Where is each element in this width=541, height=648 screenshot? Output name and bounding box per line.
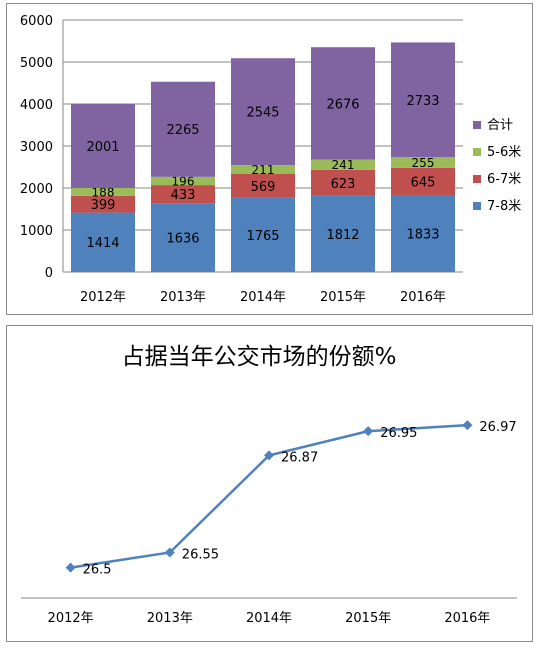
y-tick-label: 2000: [20, 182, 53, 197]
legend-label: 6-7米: [487, 172, 521, 187]
series-line: [70, 423, 468, 569]
data-label: 1765: [246, 229, 279, 244]
y-tick-label: 3000: [20, 140, 53, 155]
data-label: 2676: [326, 97, 359, 112]
data-label: 569: [251, 180, 276, 195]
bar-segment: [71, 103, 135, 188]
bar-segment: [311, 47, 375, 160]
data-label: 2265: [166, 123, 199, 138]
data-label: 2001: [86, 140, 119, 155]
bar-segment: [391, 42, 455, 158]
bar-segment: [231, 165, 295, 174]
legend-label: 7-8米: [487, 199, 521, 214]
data-label: 1414: [86, 236, 119, 251]
bar-segment: [151, 81, 215, 177]
data-label: 645: [411, 175, 436, 190]
x-tick-label: 2014年: [246, 611, 292, 626]
data-label: 399: [91, 198, 116, 213]
data-point: [164, 547, 175, 558]
x-tick-label: 2015年: [345, 611, 391, 626]
bar-segment: [391, 157, 455, 168]
y-tick-label: 4000: [20, 98, 53, 113]
data-point: [264, 450, 274, 461]
data-point: [462, 420, 473, 431]
legend-label: 合计: [487, 118, 513, 133]
data-point: [363, 426, 374, 437]
data-label: 2545: [246, 106, 279, 121]
y-tick-label: 0: [45, 266, 53, 281]
data-label: 26.97: [479, 420, 516, 435]
data-label: 433: [171, 188, 196, 203]
data-label: 211: [252, 163, 275, 177]
data-point: [65, 562, 76, 573]
y-tick-label: 1000: [20, 224, 53, 239]
data-label: 26.55: [182, 548, 219, 563]
bar-segment: [71, 195, 135, 213]
data-label: 26.95: [380, 426, 417, 441]
bar-segment: [71, 212, 135, 272]
bar-segment: [231, 58, 295, 166]
legend-swatch: [473, 121, 481, 129]
x-tick-label: 2013年: [160, 290, 206, 305]
bar-segment: [391, 195, 455, 272]
data-label: 241: [332, 158, 355, 172]
bar-segment: [71, 187, 135, 196]
bar-segment: [311, 169, 375, 196]
legend-label: 5-6米: [487, 145, 521, 160]
stacked-bar-chart-panel: 0 1000 2000 3000 4000 5000 6000 2012年 1414 399 188…: [6, 3, 533, 315]
bar-segment: [151, 185, 215, 204]
x-tick-label: 2012年: [48, 611, 94, 626]
bar-segment: [311, 159, 375, 170]
data-label: 623: [331, 177, 356, 192]
x-tick-label: 2015年: [320, 290, 366, 305]
bar-segment: [391, 167, 455, 196]
stacked-bar-chart: 0 1000 2000 3000 4000 5000 6000 2012年 1414 399188…: [20, 14, 521, 305]
y-tick-label: 5000: [20, 56, 53, 71]
data-label: 1812: [326, 228, 359, 243]
bar-segment: [231, 197, 295, 272]
line-chart: 占据当年公交市场的份额% 2012年 2013年 2014年 2015年 2016年 26…: [21, 344, 517, 626]
legend-swatch: [473, 175, 481, 183]
legend-swatch: [473, 202, 481, 210]
legend-swatch: [473, 148, 481, 156]
x-tick-label: 2013年: [147, 611, 193, 626]
data-label: 188: [92, 185, 115, 199]
x-tick-label: 2016年: [444, 611, 490, 626]
x-tick-label: 2014年: [240, 290, 286, 305]
bar-segment: [231, 173, 295, 198]
y-tick-label: 6000: [20, 14, 53, 29]
data-label: 196: [172, 175, 195, 189]
data-label: 2733: [406, 94, 439, 109]
data-label: 1833: [406, 227, 439, 242]
data-label: 26.87: [281, 450, 318, 465]
x-tick-label: 2012年: [80, 290, 126, 305]
x-tick-label: 2016年: [400, 290, 446, 305]
data-label: 255: [412, 156, 435, 170]
bar-segment: [151, 176, 215, 186]
data-label: 26.5: [83, 563, 112, 578]
chart-title: 占据当年公交市场的份额%: [122, 344, 397, 370]
bar-segment: [311, 195, 375, 272]
data-label: 1636: [166, 232, 199, 247]
line-chart-panel: 占据当年公交市场的份额% 2012年 2013年 2014年 2015年 2016年 26…: [6, 325, 533, 642]
bar-segment: [151, 203, 215, 272]
